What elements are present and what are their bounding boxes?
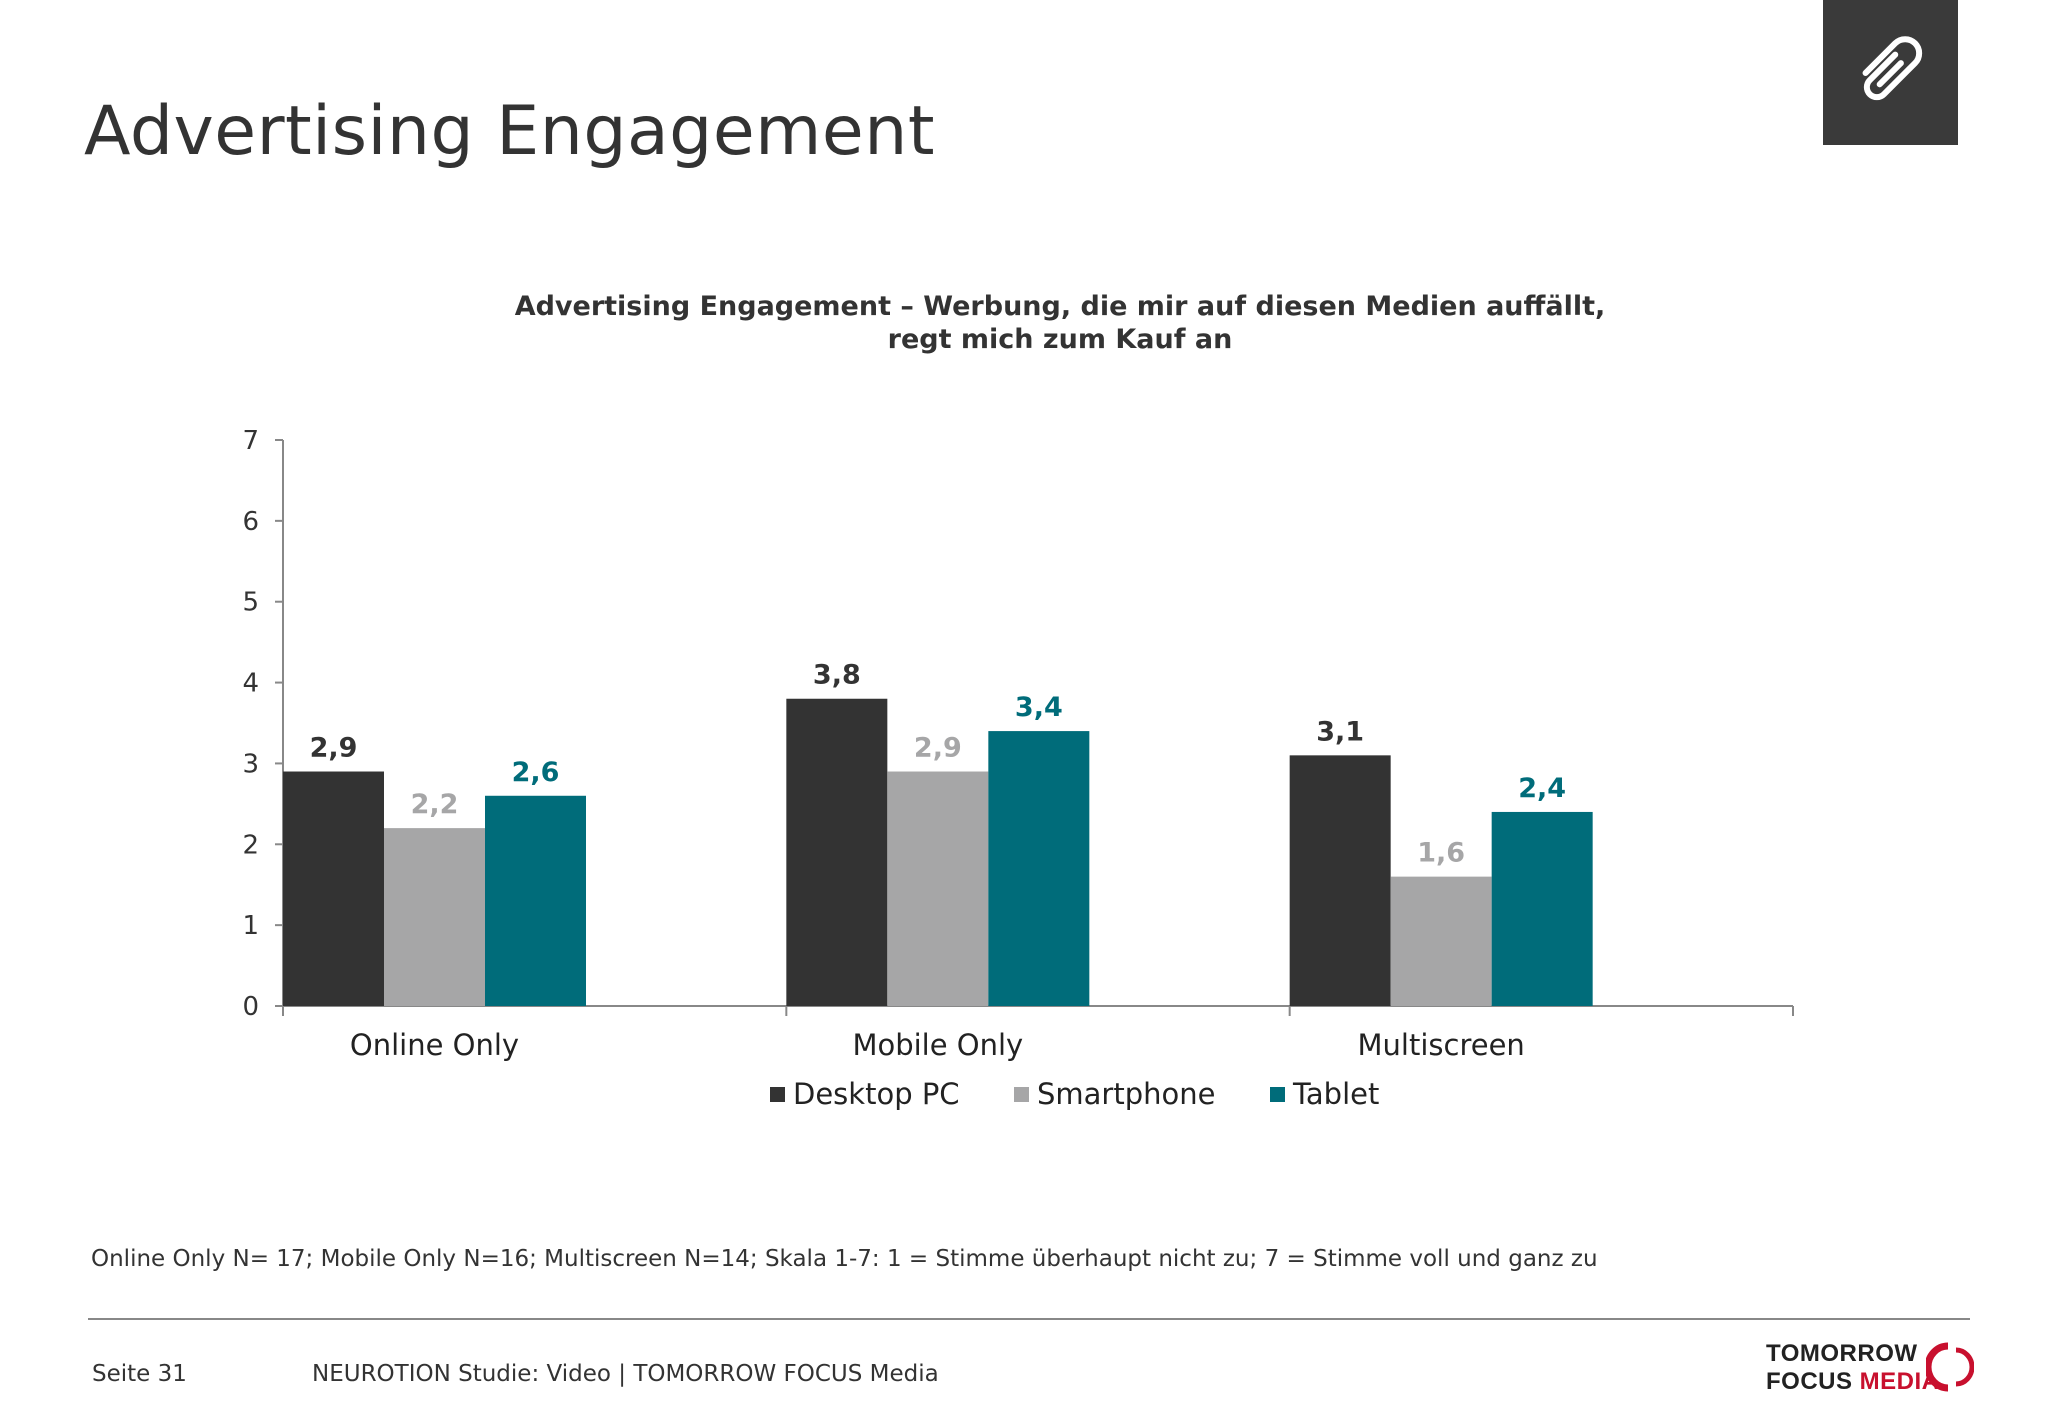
chart-title-line-1: Advertising Engagement – Werbung, die mi… [514, 291, 1606, 322]
chart-title: Advertising Engagement – Werbung, die mi… [400, 290, 1720, 356]
bar [988, 731, 1090, 1006]
y-tick-label: 5 [242, 588, 259, 618]
data-label: 2,4 [1518, 773, 1566, 804]
bar [887, 771, 989, 1006]
y-tick-label: 3 [242, 749, 259, 779]
bar [1390, 876, 1492, 1006]
legend-label: Tablet [1292, 1077, 1379, 1111]
paperclip-icon [1862, 35, 1922, 100]
page-number: Seite 31 [92, 1361, 187, 1387]
logo-line-1: TOMORROW [1766, 1340, 1918, 1367]
page-title: Advertising Engagement [84, 92, 936, 171]
footer-study-label: NEUROTION Studie: Video | TOMORROW FOCUS… [312, 1361, 939, 1387]
data-label: 1,6 [1417, 838, 1465, 869]
data-label: 2,2 [411, 789, 459, 820]
y-tick-label: 6 [242, 507, 259, 537]
y-tick-label: 0 [242, 992, 259, 1022]
bar [283, 771, 384, 1006]
legend-swatch [1270, 1087, 1285, 1102]
category-label: Mobile Only [852, 1028, 1023, 1062]
legend-label: Desktop PC [793, 1077, 960, 1111]
y-tick-label: 7 [242, 426, 259, 456]
category-label: Multiscreen [1358, 1028, 1525, 1062]
bar [786, 698, 888, 1006]
data-label: 3,4 [1015, 692, 1063, 723]
data-label: 2,9 [310, 733, 358, 764]
footer-divider [88, 1318, 1970, 1320]
bar [485, 795, 586, 1006]
data-label: 3,1 [1316, 716, 1364, 747]
bar [384, 828, 485, 1006]
legend-swatch [1014, 1087, 1029, 1102]
data-label: 2,9 [914, 733, 962, 764]
logo-focus: FOCUS [1766, 1368, 1853, 1395]
chart-title-line-2: regt mich zum Kauf an [887, 324, 1233, 355]
y-tick-label: 1 [242, 911, 259, 941]
footnote: Online Only N= 17; Mobile Only N=16; Mul… [91, 1246, 1598, 1272]
y-tick-label: 4 [242, 669, 259, 699]
legend-swatch [770, 1087, 785, 1102]
data-label: 2,6 [512, 757, 560, 788]
bar [1491, 811, 1593, 1006]
logo-arc-icon [1926, 1342, 1974, 1392]
category-label: Online Only [350, 1028, 519, 1062]
legend-label: Smartphone [1037, 1077, 1215, 1111]
data-label: 3,8 [813, 660, 861, 691]
bar-chart: 0 1 2 3 4 5 6 7 2,9 2,2 2,6 Online Only 3,8 2,9 3,4 Mob… [242, 426, 1794, 1111]
bar [1289, 755, 1391, 1006]
y-tick-label: 2 [242, 830, 259, 860]
company-logo: TOMORROW FOCUS MEDIA [1766, 1340, 1976, 1396]
attachment-badge[interactable] [1823, 0, 1958, 145]
logo-line-2: FOCUS MEDIA [1766, 1368, 1940, 1396]
